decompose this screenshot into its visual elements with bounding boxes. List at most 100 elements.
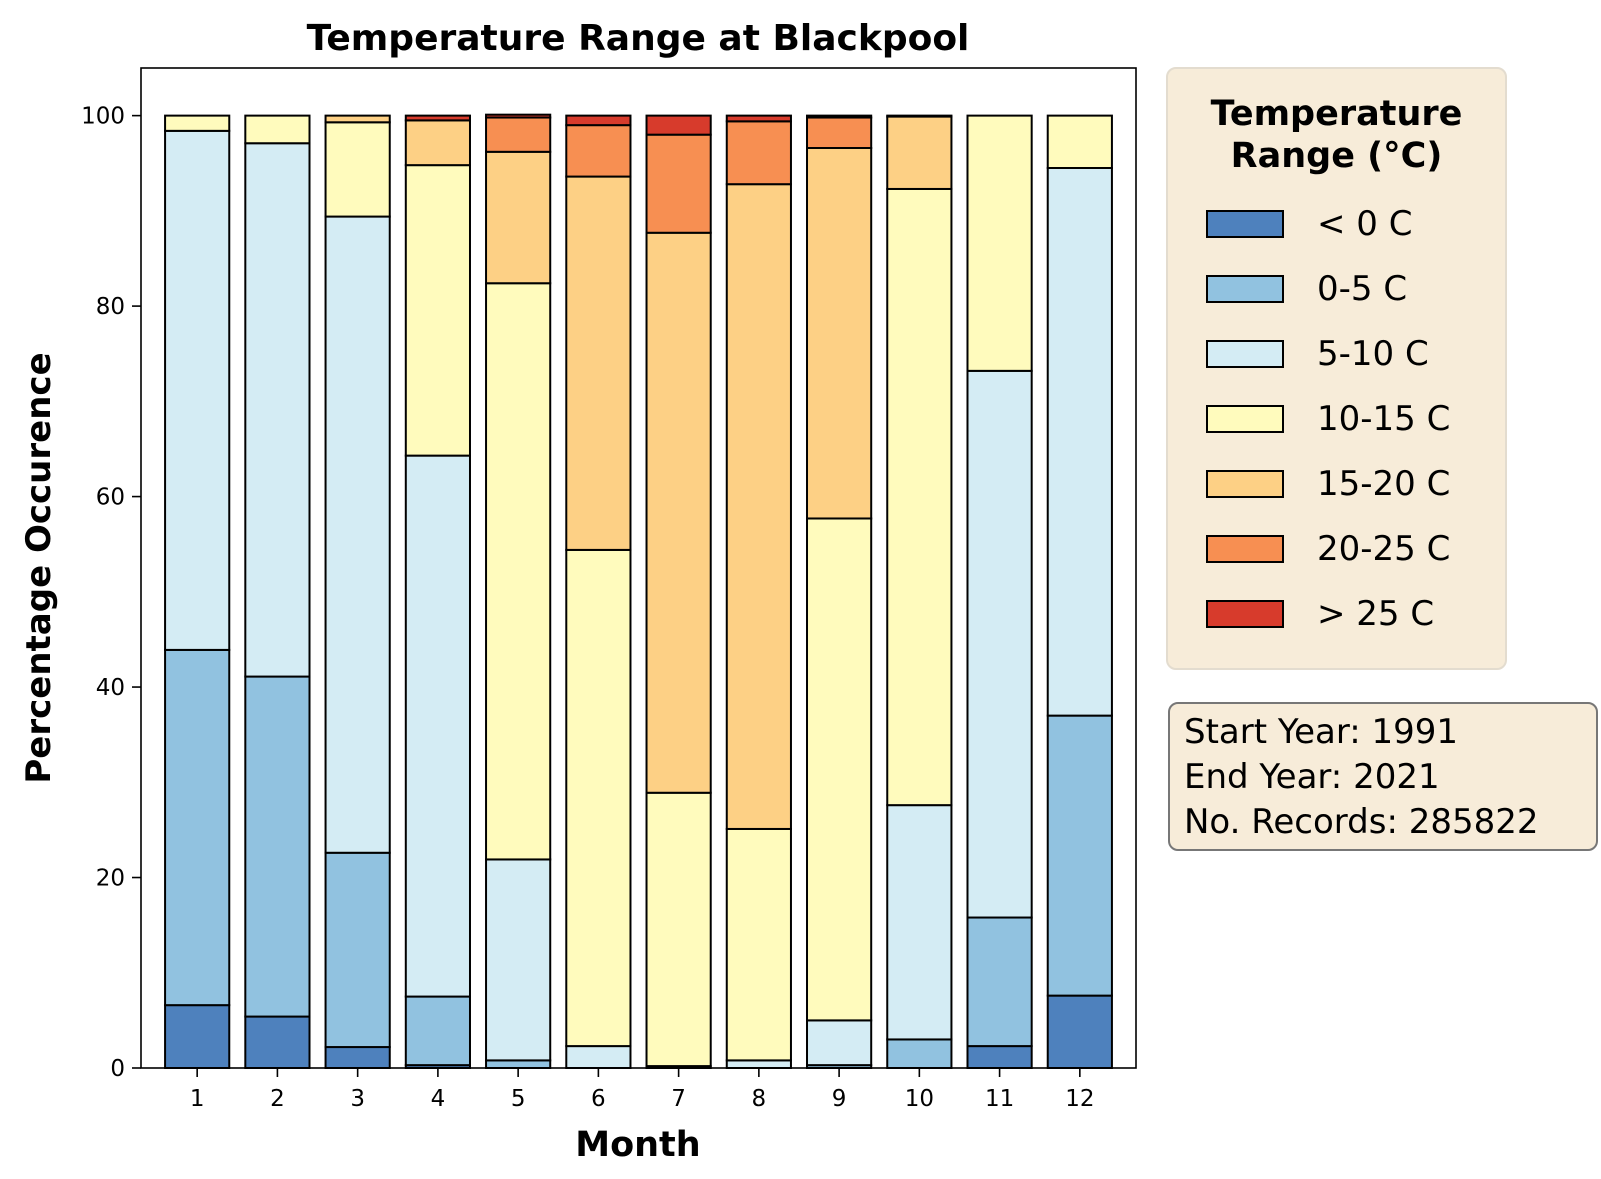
bar-segment-month-12-series-1 bbox=[1046, 714, 1113, 997]
bar-segment-month-11-series-1 bbox=[966, 916, 1033, 1048]
legend-title-line-2: Range (°C) bbox=[1230, 136, 1443, 176]
y-tick-label: 40 bbox=[96, 675, 125, 701]
bar-segment-month-9-series-5 bbox=[806, 116, 873, 150]
bar-segment-month-7-series-3 bbox=[645, 791, 712, 1068]
bar-segment-month-6-series-5 bbox=[565, 124, 632, 178]
bar-segment-month-4-series-1 bbox=[404, 995, 471, 1067]
legend-swatch bbox=[1206, 535, 1284, 563]
x-tick-label: 11 bbox=[985, 1086, 1014, 1112]
x-tick-label: 10 bbox=[905, 1086, 934, 1112]
bar-segment-month-5-series-2 bbox=[485, 858, 552, 1062]
x-tick-label: 8 bbox=[752, 1086, 767, 1112]
bar-segment-month-9-series-2 bbox=[806, 1019, 873, 1067]
bar-segment-month-6-series-3 bbox=[565, 548, 632, 1048]
bar-segment-month-11-series-0 bbox=[966, 1045, 1033, 1069]
bar-segment-month-10-series-6 bbox=[886, 114, 953, 118]
y-tick-label: 100 bbox=[81, 104, 125, 130]
bar-segment-month-1-series-1 bbox=[164, 648, 231, 1007]
legend-title-line-1: Temperature bbox=[1210, 94, 1463, 134]
end-year-text: End Year: 2021 bbox=[1184, 757, 1440, 797]
bar-segment-month-8-series-2 bbox=[725, 1059, 792, 1070]
bar-segment-month-2-series-2 bbox=[244, 142, 311, 678]
legend-label: 5-10 C bbox=[1317, 334, 1429, 374]
record-count-text: No. Records: 285822 bbox=[1184, 802, 1539, 842]
bar-segment-month-6-series-4 bbox=[565, 175, 632, 551]
legend-label: > 25 C bbox=[1317, 594, 1435, 634]
bar-segment-month-5-series-3 bbox=[485, 282, 552, 861]
legend-swatch bbox=[1206, 470, 1284, 498]
legend-swatch bbox=[1206, 210, 1284, 238]
x-tick-label: 6 bbox=[591, 1086, 606, 1112]
legend-item: 15-20 C bbox=[1206, 464, 1450, 504]
bar-segment-month-12-series-2 bbox=[1046, 167, 1113, 717]
bar-segment-month-1-series-0 bbox=[164, 1004, 231, 1070]
y-tick-label: 0 bbox=[110, 1056, 125, 1082]
plot-frame bbox=[140, 67, 1137, 1069]
bar-segment-month-8-series-6 bbox=[725, 114, 792, 123]
bar-segment-month-8-series-4 bbox=[725, 183, 792, 830]
legend-item: 5-10 C bbox=[1206, 334, 1429, 374]
bar-segment-month-1-series-2 bbox=[164, 129, 231, 651]
bar-segment-month-9-series-4 bbox=[806, 147, 873, 520]
y-axis-label: Percentage Occurence bbox=[19, 352, 59, 783]
y-tick-label: 80 bbox=[96, 294, 125, 320]
bar-segment-month-5-series-4 bbox=[485, 150, 552, 285]
bar-segment-month-4-series-4 bbox=[404, 119, 471, 167]
legend-swatch bbox=[1206, 405, 1284, 433]
bar-segment-month-3-series-2 bbox=[324, 215, 391, 854]
bar-segment-month-9-series-3 bbox=[806, 517, 873, 1022]
legend-swatch bbox=[1206, 340, 1284, 368]
x-tick-label: 2 bbox=[270, 1086, 285, 1112]
info-box: Start Year: 1991 End Year: 2021 No. Reco… bbox=[1168, 702, 1598, 851]
legend-item: 20-25 C bbox=[1206, 529, 1450, 569]
legend-swatch bbox=[1206, 275, 1284, 303]
bar-segment-month-2-series-3 bbox=[244, 114, 311, 145]
x-tick-label: 5 bbox=[511, 1086, 526, 1112]
legend-label: < 0 C bbox=[1317, 204, 1413, 244]
y-tick-label: 60 bbox=[96, 485, 125, 511]
x-tick-label: 1 bbox=[190, 1086, 205, 1112]
start-year-text: Start Year: 1991 bbox=[1184, 712, 1459, 752]
bar-segment-month-8-series-3 bbox=[725, 827, 792, 1062]
bar-segment-month-4-series-3 bbox=[404, 164, 471, 457]
bar-segment-month-6-series-6 bbox=[565, 114, 632, 127]
bar-segment-month-2-series-1 bbox=[244, 675, 311, 1018]
legend-item: 10-15 C bbox=[1206, 399, 1450, 439]
x-tick-label: 9 bbox=[832, 1086, 847, 1112]
bars-layer bbox=[164, 113, 1113, 1070]
bar-segment-month-4-series-2 bbox=[404, 454, 471, 998]
legend-label: 15-20 C bbox=[1317, 464, 1451, 504]
bar-segment-month-5-series-1 bbox=[485, 1059, 552, 1070]
bar-segment-month-3-series-1 bbox=[324, 851, 391, 1049]
legend-title: Temperature Range (°C) bbox=[1168, 93, 1505, 177]
bar-segment-month-12-series-3 bbox=[1046, 114, 1113, 169]
bar-segment-month-8-series-5 bbox=[725, 120, 792, 186]
bar-segment-month-2-series-0 bbox=[244, 1015, 311, 1069]
bar-segment-month-10-series-3 bbox=[886, 187, 953, 807]
x-tick-label: 4 bbox=[431, 1086, 446, 1112]
legend-item: > 25 C bbox=[1206, 594, 1434, 634]
bar-segment-month-3-series-4 bbox=[324, 114, 391, 124]
x-tick-label: 12 bbox=[1065, 1086, 1094, 1112]
legend-item: < 0 C bbox=[1206, 204, 1412, 244]
legend-label: 20-25 C bbox=[1317, 529, 1451, 569]
legend-label: 0-5 C bbox=[1317, 269, 1408, 309]
bar-segment-month-11-series-3 bbox=[966, 114, 1033, 372]
bar-segment-month-5-series-6 bbox=[485, 113, 552, 119]
bar-segment-month-10-series-1 bbox=[886, 1038, 953, 1070]
bar-segment-month-1-series-3 bbox=[164, 114, 231, 132]
bar-segment-month-4-series-6 bbox=[404, 114, 471, 122]
x-axis-label: Month bbox=[575, 1125, 700, 1165]
chart-title: Temperature Range at Blackpool bbox=[307, 18, 970, 59]
x-tick-label: 3 bbox=[350, 1086, 365, 1112]
bar-segment-month-11-series-2 bbox=[966, 369, 1033, 919]
legend-swatch bbox=[1206, 600, 1284, 628]
bar-segment-month-7-series-4 bbox=[645, 231, 712, 794]
bar-segment-month-9-series-6 bbox=[806, 114, 873, 119]
bar-segment-month-6-series-2 bbox=[565, 1045, 632, 1069]
legend: Temperature Range (°C) < 0 C 0-5 C 5-10 C 1… bbox=[1166, 67, 1507, 670]
bar-segment-month-7-series-5 bbox=[645, 133, 712, 234]
bar-segment-month-3-series-0 bbox=[324, 1046, 391, 1069]
